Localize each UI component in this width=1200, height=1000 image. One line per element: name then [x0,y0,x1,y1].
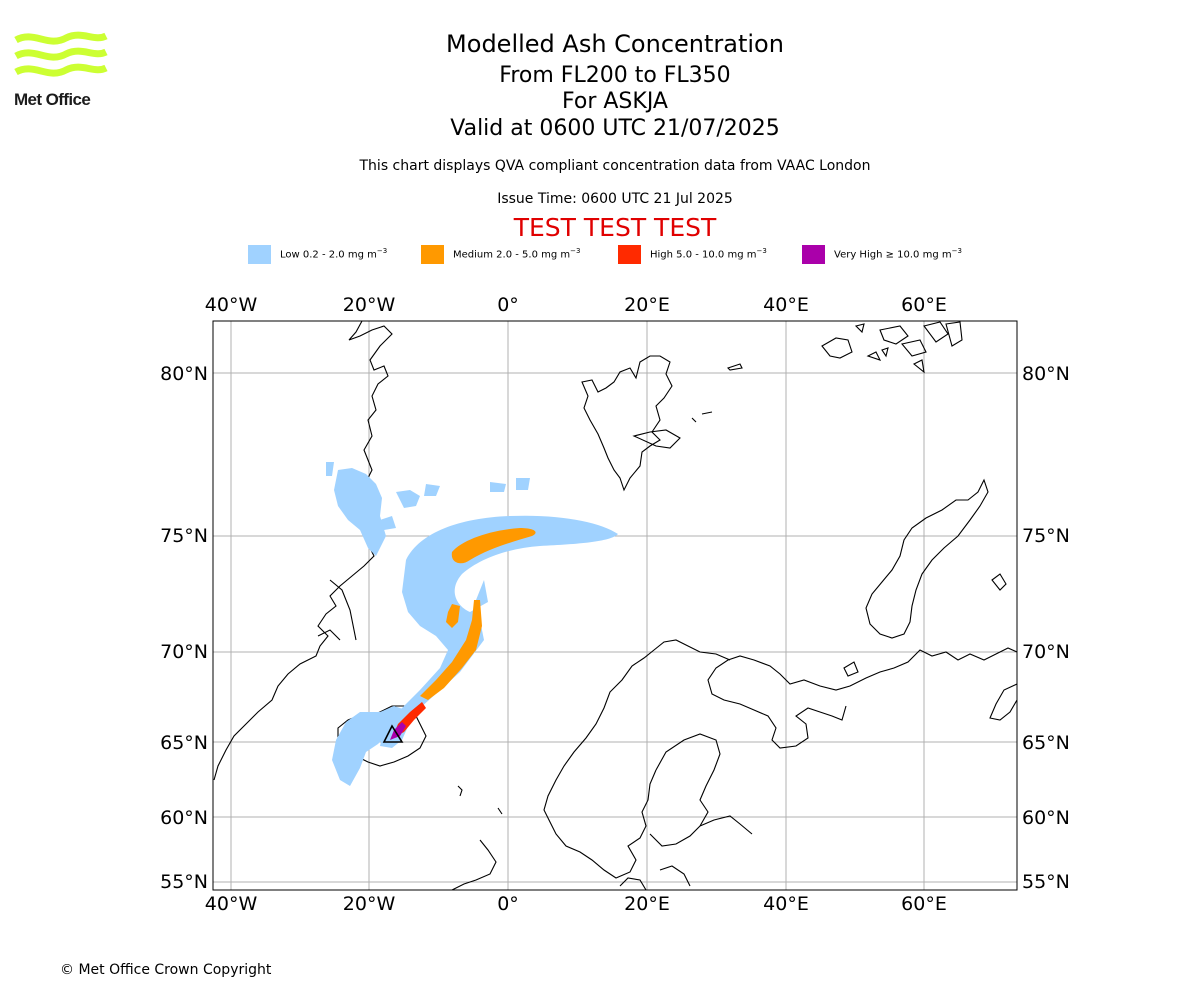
franz-josef-land-coast [821,321,963,374]
lon-label-bottom: 20°E [624,893,670,915]
lon-label-bottom: 40°W [205,893,258,915]
legend-medium: Medium 2.0 - 5.0 mg m−3 [421,244,580,264]
lat-label-left: 70°N [160,641,208,663]
lat-label-right: 80°N [1022,363,1070,385]
lon-label-bottom: 0° [497,893,519,915]
svalbard-coast [581,355,673,492]
legend-label-high: High 5.0 - 10.0 mg m [650,249,757,261]
lon-label-top: 20°W [343,294,396,316]
legend-unit-exp: −3 [570,247,581,256]
lat-label-right: 75°N [1022,525,1070,547]
lon-label-top: 40°E [763,294,809,316]
met-office-waves-icon [14,31,108,77]
legend-swatch-medium [421,244,444,264]
compliance-note: This chart displays QVA compliant concen… [359,158,871,174]
lon-label-bottom: 60°E [901,893,947,915]
lon-label-top: 40°W [205,294,258,316]
novaya-zemlya-coast [865,478,989,639]
lat-label-right: 55°N [1022,871,1070,893]
copyright-notice: © Met Office Crown Copyright [60,962,272,978]
lon-label-bottom: 40°E [763,893,809,915]
volcano-triangle-icon [382,724,404,743]
lat-label-left: 65°N [160,732,208,754]
legend-very-high: Very High ≥ 10.0 mg m−3 [802,244,962,264]
lon-label-bottom: 20°W [343,893,396,915]
map-frame [212,320,1018,891]
legend-unit-exp: −3 [376,247,388,256]
valid-time: Valid at 0600 UTC 21/07/2025 [450,116,780,141]
map-graticule [213,321,1017,890]
legend-low: Low 0.2 - 2.0 mg m−3 [248,244,387,264]
lat-label-right: 65°N [1022,732,1070,754]
lon-label-top: 0° [497,294,519,316]
legend-swatch-very-high [802,244,825,264]
lon-label-top: 20°E [624,294,670,316]
coastlines [213,320,1018,891]
legend-label-medium: Medium 2.0 - 5.0 mg m [453,249,571,261]
greenland-coast [213,320,393,781]
ash-plume-very-high [390,722,406,740]
lat-label-left: 75°N [160,525,208,547]
legend-swatch-high [618,244,641,264]
met-office-logo-text: Met Office [14,90,91,109]
volcano-name: For ASKJA [562,89,668,114]
norway-coast [543,639,731,879]
flight-levels: From FL200 to FL350 [499,63,731,88]
lat-label-left: 55°N [160,871,208,893]
issue-time: Issue Time: 0600 UTC 21 Jul 2025 [497,191,733,207]
legend-unit-exp: −3 [756,247,767,256]
legend-swatch-low [248,244,271,264]
lat-label-right: 70°N [1022,641,1070,663]
legend-unit-exp: −3 [951,247,962,256]
legend-high: High 5.0 - 10.0 mg m−3 [618,244,767,264]
ash-plume-medium [420,528,536,700]
legend-label-very-high: Very High ≥ 10.0 mg m [834,249,952,261]
met-office-logo: Met Office [14,30,108,112]
lat-label-left: 60°N [160,807,208,829]
chart-title: Modelled Ash Concentration [446,30,784,58]
test-banner: TEST TEST TEST [513,213,717,242]
legend-label-low: Low 0.2 - 2.0 mg m [280,249,377,261]
lon-label-top: 60°E [901,294,947,316]
lat-label-right: 60°N [1022,807,1070,829]
lat-label-left: 80°N [160,363,208,385]
russia-coast [707,647,1018,749]
